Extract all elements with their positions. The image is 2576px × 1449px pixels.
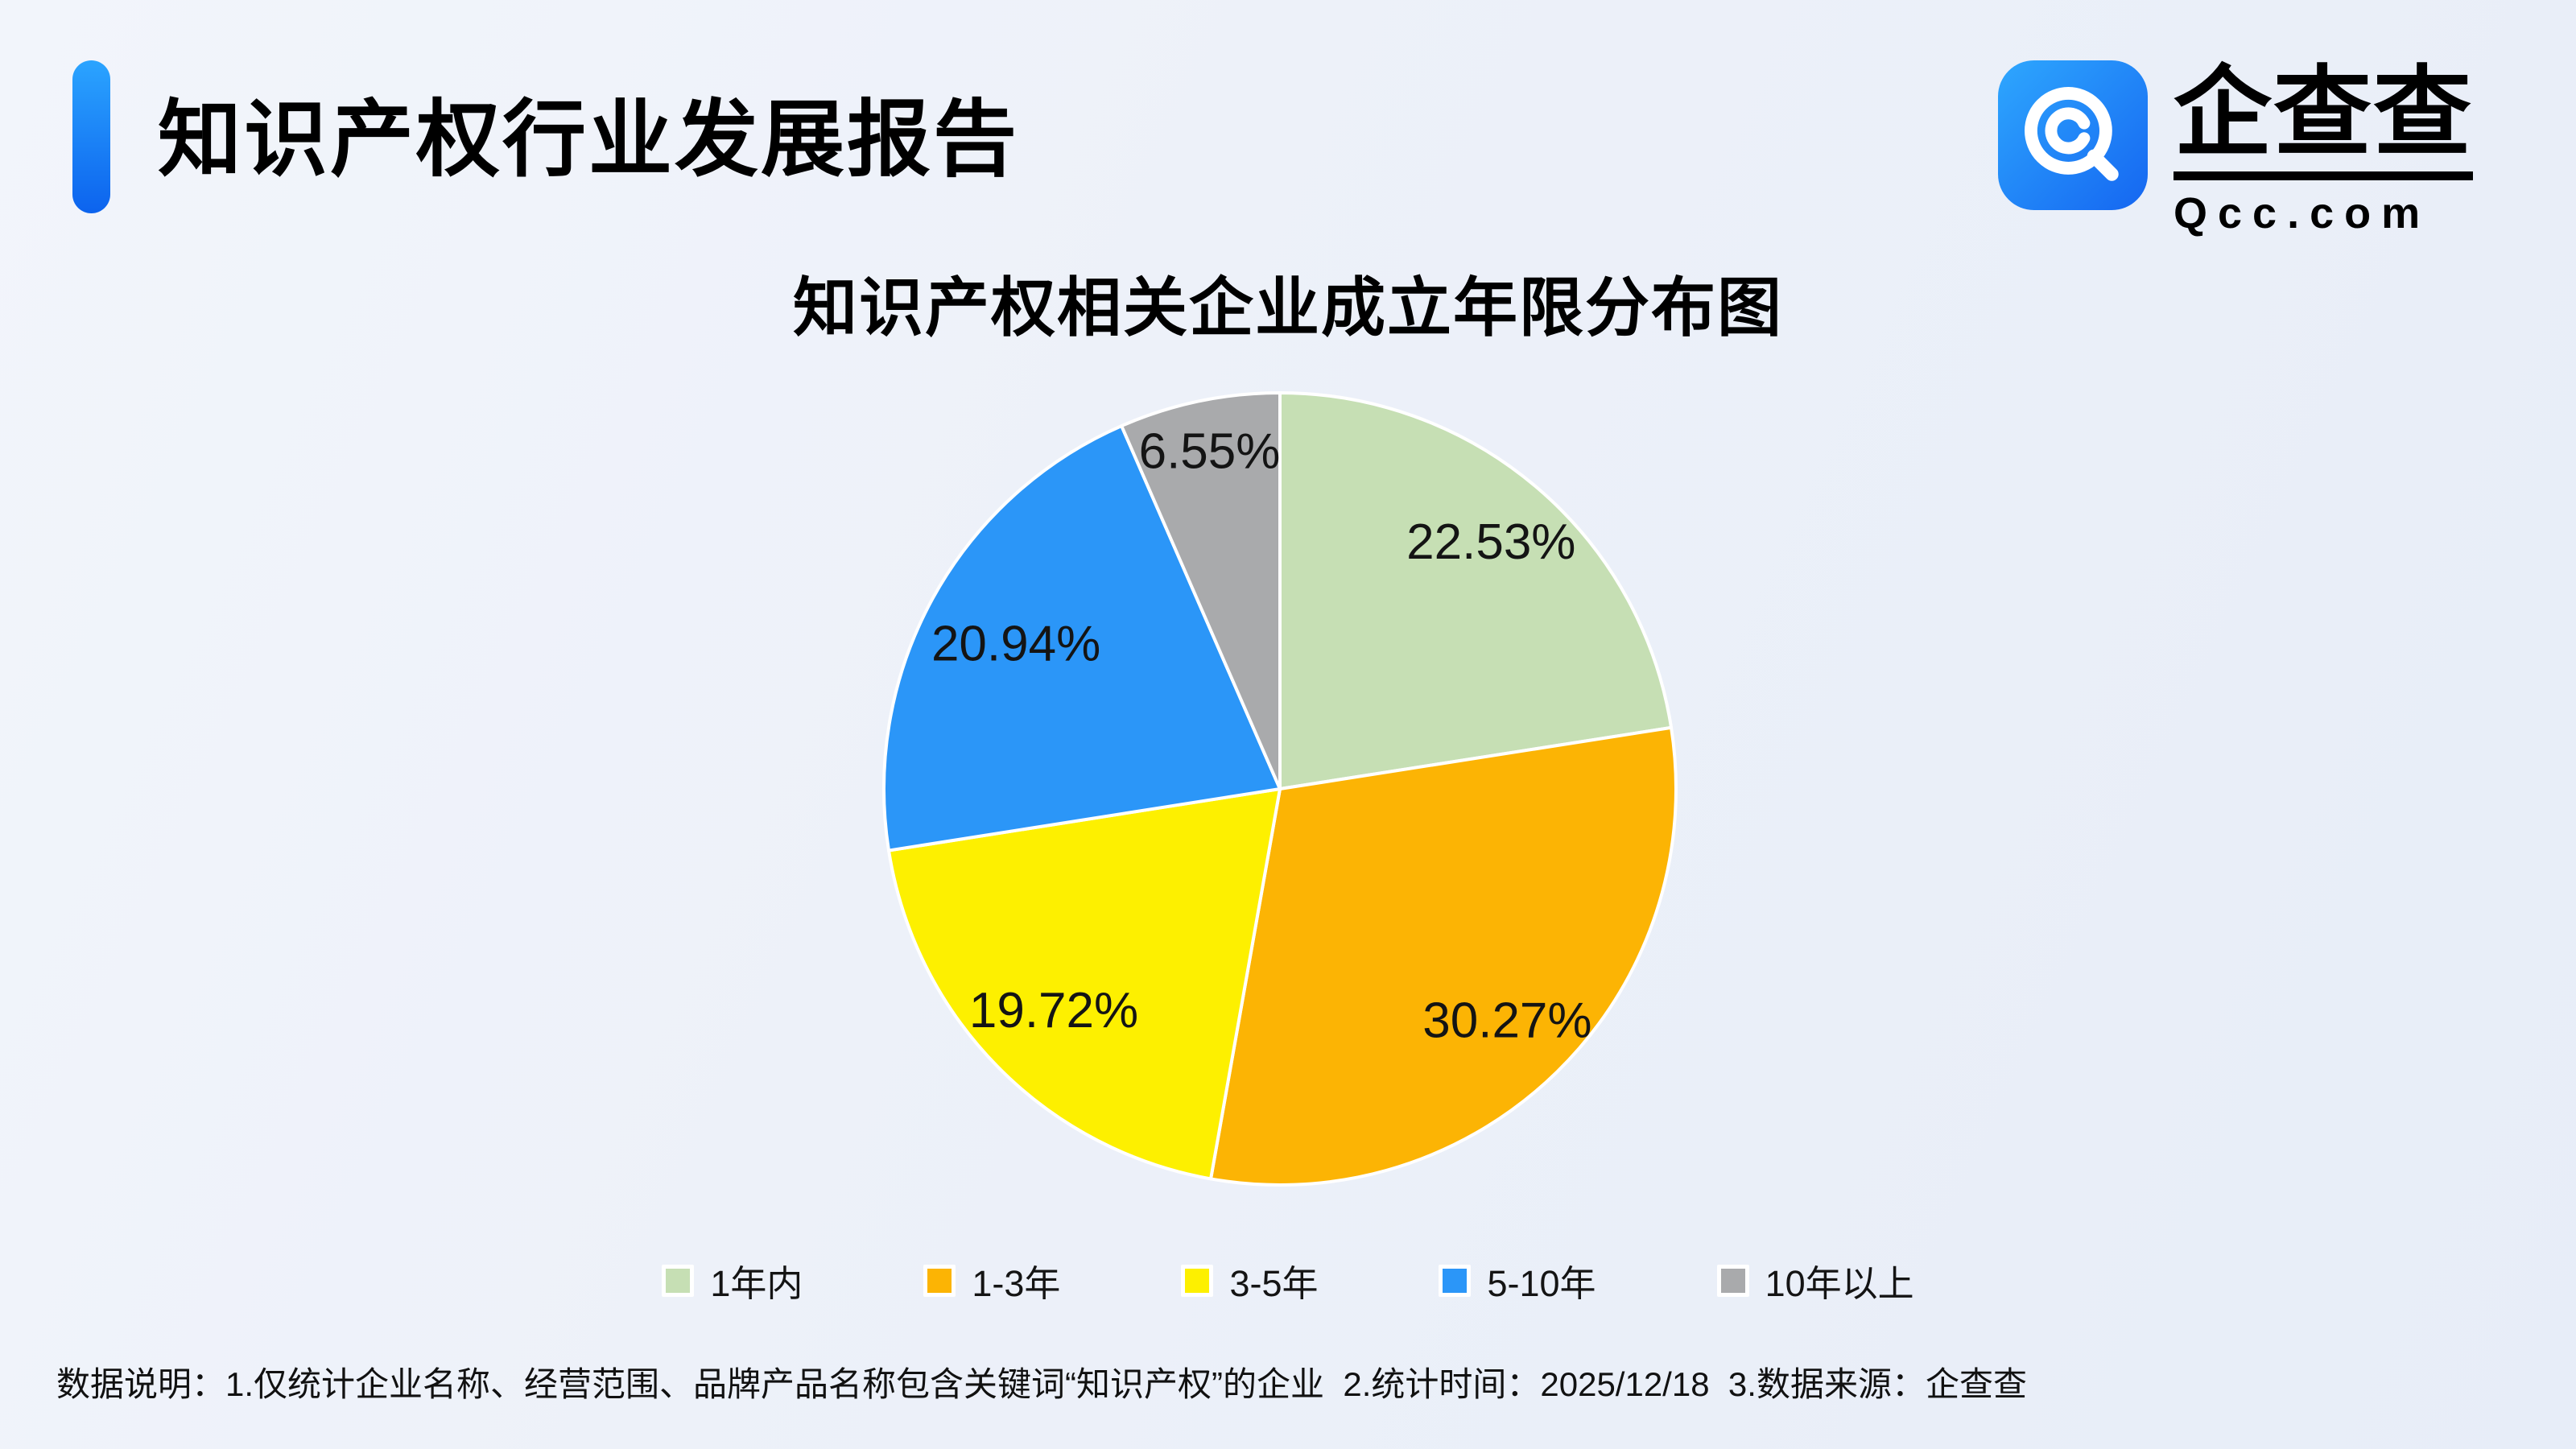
title-accent-bar (72, 60, 110, 213)
legend-swatch-icon (1181, 1264, 1214, 1297)
qcc-logo-wordmark: 企查查 Qcc.com (2174, 60, 2473, 238)
legend-swatch-icon (923, 1264, 956, 1297)
pie-value-label-5: 6.55% (1139, 424, 1281, 480)
logo-brand-name: 企查查 (2174, 60, 2473, 180)
pie-slice-3 (887, 787, 1282, 1181)
chart-title: 知识产权相关企业成立年限分布图 (793, 272, 1783, 344)
legend-item-4: 5-10年 (1439, 1254, 1596, 1307)
pie-slice-4 (882, 424, 1282, 852)
legend-swatch-icon (1439, 1264, 1472, 1297)
pie-chart: 22.53% 30.27% 19.72% 20.94% 6.55% (882, 391, 1678, 1187)
legend-swatch-icon (662, 1264, 695, 1297)
pie-slice-5 (1120, 391, 1282, 791)
pie-value-label-1: 22.53% (1406, 514, 1575, 570)
legend-item-3: 3-5年 (1181, 1254, 1318, 1307)
magnifier-q-icon (1998, 60, 2148, 210)
pie-value-label-4: 20.94% (931, 617, 1100, 672)
logo-domain: Qcc.com (2174, 188, 2431, 237)
pie-slice-1 (1278, 391, 1674, 791)
legend-item-2: 1-3年 (923, 1254, 1060, 1307)
pie-slice-2 (1209, 725, 1678, 1187)
pie-value-label-3: 19.72% (969, 983, 1138, 1038)
legend-label: 1年内 (710, 1263, 803, 1304)
legend-item-5: 10年以上 (1716, 1254, 1914, 1307)
footer-note: 数据说明：1.仅统计企业名称、经营范围、品牌产品名称包含关键词“知识产权”的企业… (56, 1365, 2027, 1403)
legend-label: 1-3年 (972, 1263, 1061, 1304)
report-title: 知识产权行业发展报告 (158, 93, 1020, 187)
chart-legend: 1年内 1-3年 3-5年 5-10年 10年以上 (0, 1254, 2576, 1307)
legend-label: 5-10年 (1487, 1263, 1596, 1304)
legend-label: 10年以上 (1765, 1263, 1914, 1304)
qcc-logo: 企查查 Qcc.com (1998, 60, 2473, 238)
qcc-logo-icon (1998, 60, 2148, 210)
legend-swatch-icon (1716, 1264, 1749, 1297)
pie-value-label-2: 30.27% (1422, 993, 1591, 1049)
legend-item-1: 1年内 (662, 1254, 803, 1307)
legend-label: 3-5年 (1229, 1263, 1319, 1304)
